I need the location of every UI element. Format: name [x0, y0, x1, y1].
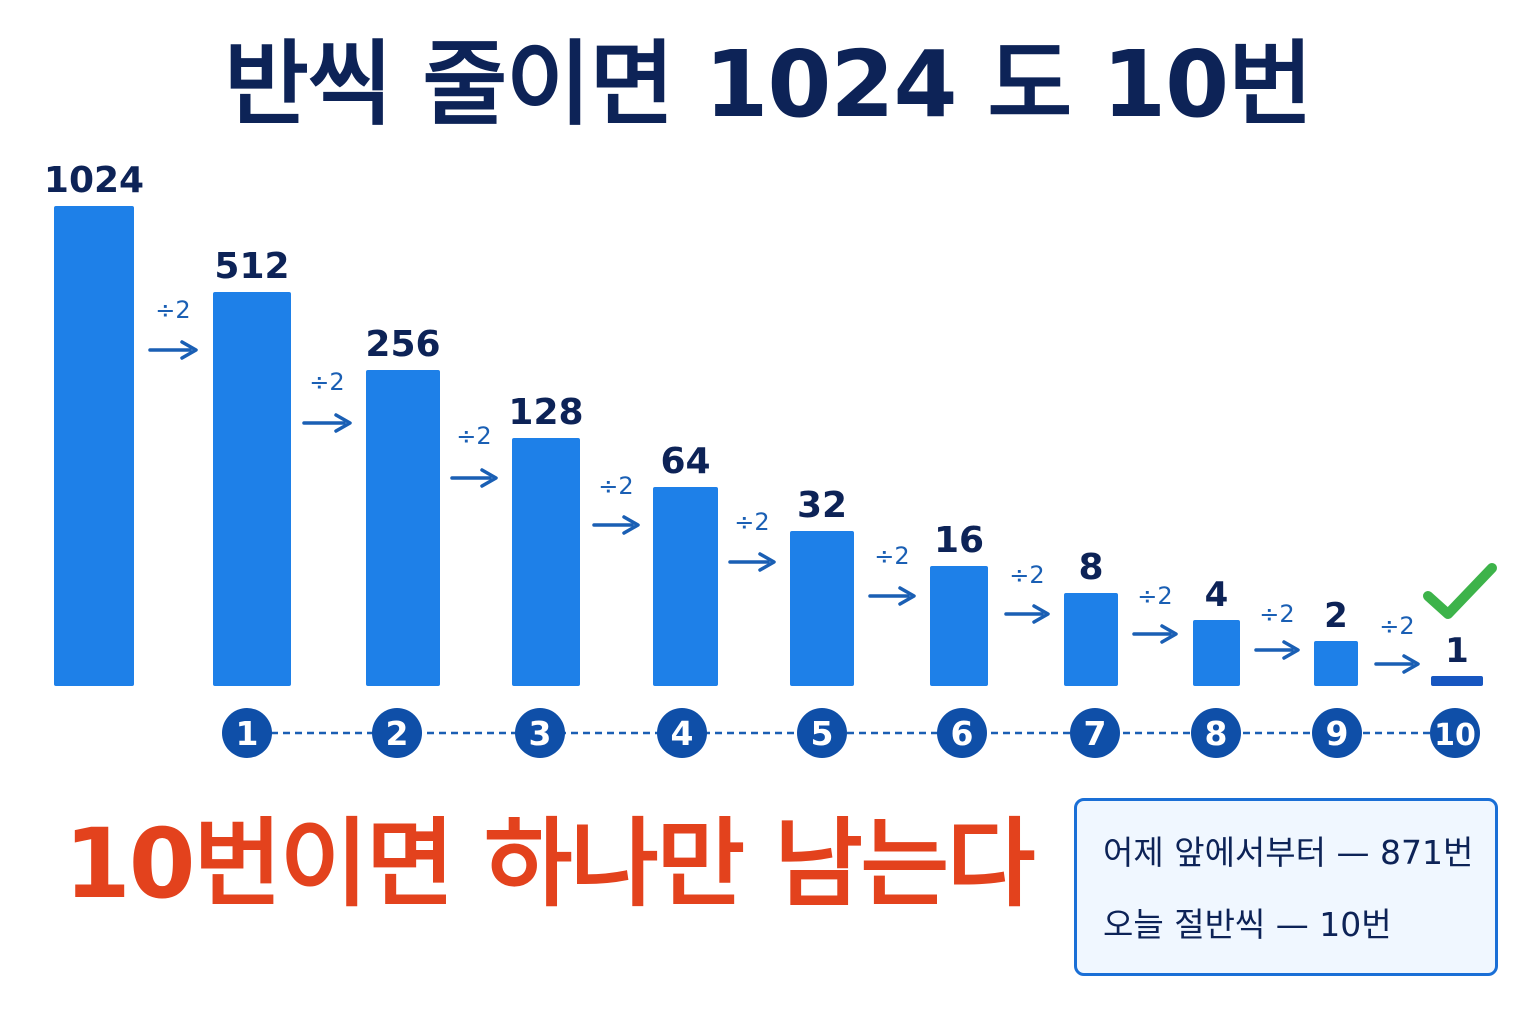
step-number: 1	[236, 714, 259, 753]
step-number: 4	[671, 714, 694, 753]
step-number: 6	[951, 714, 974, 753]
step-circle	[1191, 708, 1241, 758]
bar-value-label: 1	[1445, 631, 1469, 671]
bar-16	[930, 566, 988, 686]
bar-value-label: 16	[934, 520, 984, 561]
step-circle	[222, 708, 272, 758]
step-circle	[797, 708, 847, 758]
step-number: 7	[1084, 714, 1107, 753]
divide-label: ÷2	[874, 542, 909, 570]
divide-label: ÷2	[1009, 561, 1044, 589]
bar-512	[213, 292, 291, 686]
bar-64	[653, 487, 718, 686]
bar-value-label: 1024	[44, 160, 144, 201]
divide-label: ÷2	[1137, 582, 1172, 610]
conclusion-text: 10번이면 하나만 남는다	[64, 808, 1035, 920]
page-title: 반씩 줄이면 1024 도 10번	[224, 31, 1313, 138]
arrow-head-icon	[1282, 640, 1300, 660]
step-number: 5	[811, 714, 834, 753]
step-number: 10	[1434, 718, 1476, 753]
bar-value-label: 2	[1324, 596, 1348, 636]
bar-2	[1314, 641, 1358, 686]
divide-label: ÷2	[1259, 600, 1294, 628]
arrow-head-icon	[1032, 604, 1050, 624]
comparison-row-yesterday: 어제 앞에서부터 — 871번	[1103, 833, 1474, 872]
arrow-head-icon	[898, 586, 916, 606]
arrow-head-icon	[622, 515, 640, 535]
step-number: 3	[529, 714, 552, 753]
bar-8	[1064, 593, 1118, 686]
step-circle	[1312, 708, 1362, 758]
arrow-head-icon	[1402, 654, 1420, 674]
divide-label: ÷2	[598, 472, 633, 500]
bar-value-label: 512	[214, 246, 289, 287]
bar-value-label: 64	[660, 441, 710, 482]
bar-128	[512, 438, 580, 686]
step-circle	[515, 708, 565, 758]
bar-1024	[54, 206, 134, 686]
arrow-head-icon	[1160, 624, 1178, 644]
step-circle	[1430, 708, 1480, 758]
bar-value-label: 8	[1078, 547, 1103, 588]
check-icon	[1423, 563, 1497, 619]
step-circle	[1070, 708, 1120, 758]
divide-label: ÷2	[456, 422, 491, 450]
bar-32	[790, 531, 854, 686]
step-circle	[937, 708, 987, 758]
bar-256	[366, 370, 440, 686]
comparison-row-today: 오늘 절반씩 — 10번	[1103, 905, 1392, 944]
arrow-head-icon	[180, 340, 198, 360]
arrow-head-icon	[334, 413, 352, 433]
bar-1	[1431, 676, 1483, 686]
comparison-box: 어제 앞에서부터 — 871번 오늘 절반씩 — 10번	[1074, 798, 1498, 976]
divide-label: ÷2	[734, 508, 769, 536]
divide-label: ÷2	[309, 368, 344, 396]
divide-label: ÷2	[155, 296, 190, 324]
step-number: 8	[1205, 714, 1228, 753]
bar-4	[1193, 620, 1240, 686]
step-circle	[372, 708, 422, 758]
arrow-head-icon	[758, 552, 776, 572]
arrow-head-icon	[480, 468, 498, 488]
bar-value-label: 256	[365, 324, 440, 365]
bar-value-label: 128	[508, 392, 583, 433]
bar-value-label: 4	[1205, 575, 1229, 615]
step-circle	[657, 708, 707, 758]
step-number: 2	[386, 714, 409, 753]
step-number: 9	[1326, 714, 1349, 753]
divide-label: ÷2	[1379, 612, 1414, 640]
bar-value-label: 32	[797, 485, 847, 526]
